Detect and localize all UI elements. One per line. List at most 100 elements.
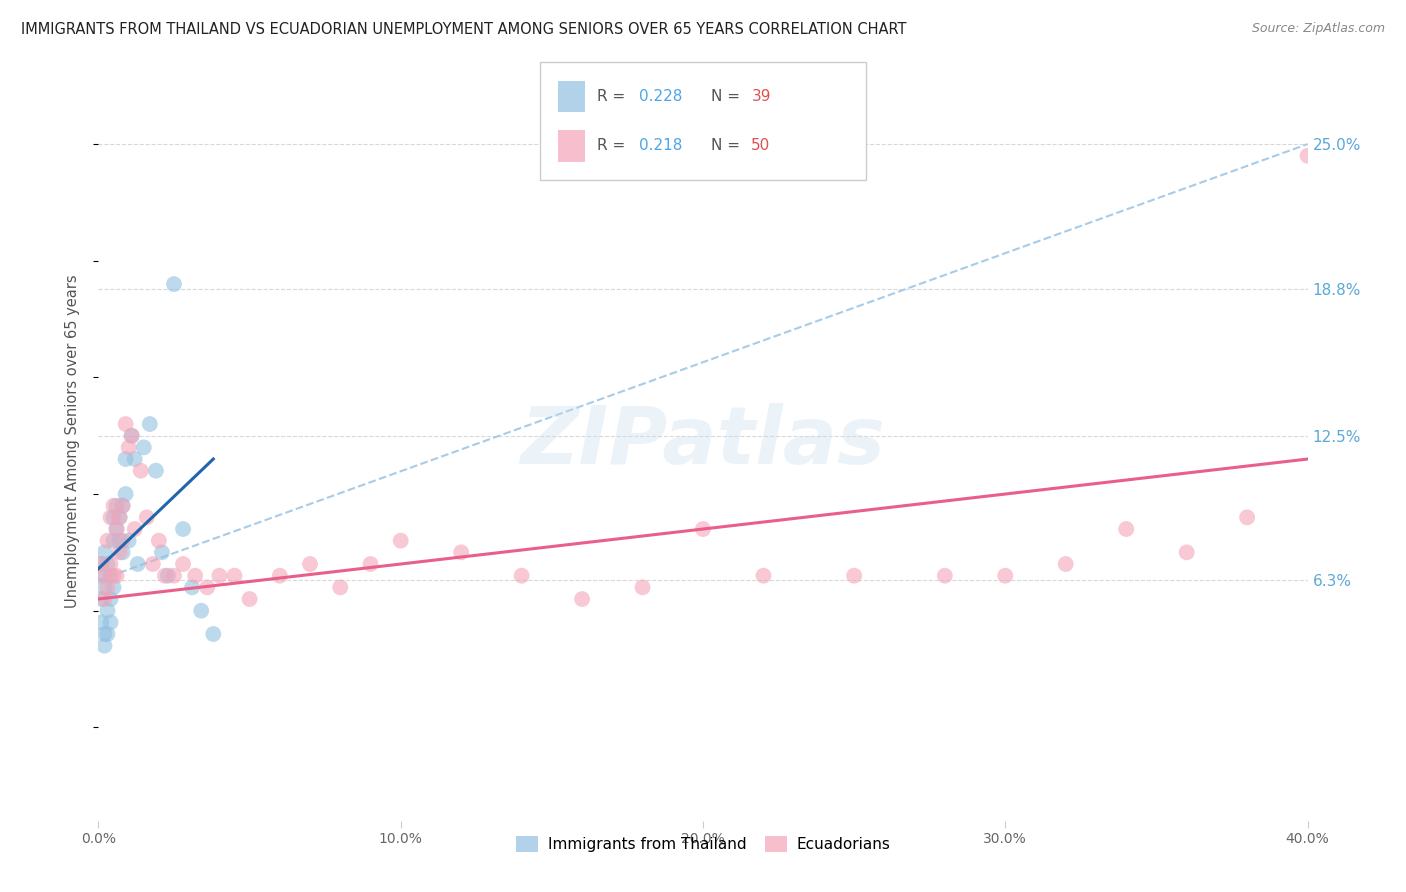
Legend: Immigrants from Thailand, Ecuadorians: Immigrants from Thailand, Ecuadorians [509, 830, 897, 858]
Point [108, 510, 131, 524]
Point [111, 545, 134, 559]
Point [105, 522, 128, 536]
Text: IMMIGRANTS FROM THAILAND VS ECUADORIAN UNEMPLOYMENT AMONG SENIORS OVER 65 YEARS : IMMIGRANTS FROM THAILAND VS ECUADORIAN U… [21, 22, 907, 37]
Point [100, 557, 122, 571]
Text: 0.228: 0.228 [638, 89, 682, 104]
Point [450, 545, 472, 559]
Point [90, 568, 112, 582]
Point [93, 592, 115, 607]
Point [111, 499, 134, 513]
Point [172, 557, 194, 571]
Point [100, 592, 122, 607]
Point [1175, 545, 1198, 559]
Point [329, 580, 352, 594]
Point [1115, 522, 1137, 536]
Point [96, 557, 118, 571]
Point [1236, 510, 1258, 524]
Point [156, 568, 179, 582]
Point [90, 557, 112, 571]
Point [121, 428, 143, 442]
Point [132, 441, 155, 455]
Point [121, 428, 143, 442]
Point [139, 417, 162, 431]
Bar [558, 130, 585, 161]
Point [202, 627, 225, 641]
Point [153, 568, 176, 582]
Point [142, 557, 165, 571]
Point [103, 533, 125, 548]
Point [692, 522, 714, 536]
Point [114, 452, 136, 467]
Text: R =: R = [596, 89, 630, 104]
Point [1296, 149, 1319, 163]
Point [96, 580, 118, 594]
Y-axis label: Unemployment Among Seniors over 65 years: Unemployment Among Seniors over 65 years [65, 275, 80, 608]
Text: N =: N = [711, 138, 745, 153]
Point [114, 417, 136, 431]
Point [105, 522, 128, 536]
Point [145, 464, 167, 478]
Point [994, 568, 1017, 582]
Point [224, 568, 246, 582]
Point [129, 464, 152, 478]
Text: 0.218: 0.218 [638, 138, 682, 153]
Point [93, 639, 115, 653]
Point [108, 545, 131, 559]
Point [100, 510, 122, 524]
Point [150, 545, 173, 559]
Point [269, 568, 291, 582]
Text: 50: 50 [751, 138, 770, 153]
Point [111, 533, 134, 548]
FancyBboxPatch shape [540, 62, 866, 180]
Point [135, 510, 157, 524]
Point [118, 441, 141, 455]
Point [108, 533, 131, 548]
Point [163, 277, 186, 291]
Point [90, 557, 112, 571]
Point [93, 568, 115, 582]
Point [105, 499, 128, 513]
Point [118, 533, 141, 548]
Text: 39: 39 [751, 89, 770, 104]
Point [172, 522, 194, 536]
Point [108, 510, 131, 524]
Point [111, 499, 134, 513]
Point [127, 557, 149, 571]
Point [148, 533, 170, 548]
Point [163, 568, 186, 582]
Point [114, 487, 136, 501]
Point [844, 568, 866, 582]
Point [93, 545, 115, 559]
Text: Source: ZipAtlas.com: Source: ZipAtlas.com [1251, 22, 1385, 36]
Point [103, 499, 125, 513]
Point [190, 604, 212, 618]
Point [181, 580, 204, 594]
Point [208, 568, 231, 582]
Point [510, 568, 533, 582]
Point [184, 568, 207, 582]
Point [299, 557, 322, 571]
Point [100, 615, 122, 630]
Point [103, 510, 125, 524]
Bar [558, 80, 585, 112]
Point [93, 580, 115, 594]
Point [103, 568, 125, 582]
Point [96, 627, 118, 641]
Point [93, 627, 115, 641]
Text: N =: N = [711, 89, 745, 104]
Point [96, 533, 118, 548]
Point [124, 522, 146, 536]
Point [96, 604, 118, 618]
Point [90, 592, 112, 607]
Point [103, 580, 125, 594]
Point [752, 568, 775, 582]
Point [631, 580, 654, 594]
Point [1054, 557, 1077, 571]
Point [360, 557, 382, 571]
Point [389, 533, 412, 548]
Point [90, 615, 112, 630]
Point [100, 568, 122, 582]
Point [934, 568, 956, 582]
Point [571, 592, 593, 607]
Text: R =: R = [596, 138, 630, 153]
